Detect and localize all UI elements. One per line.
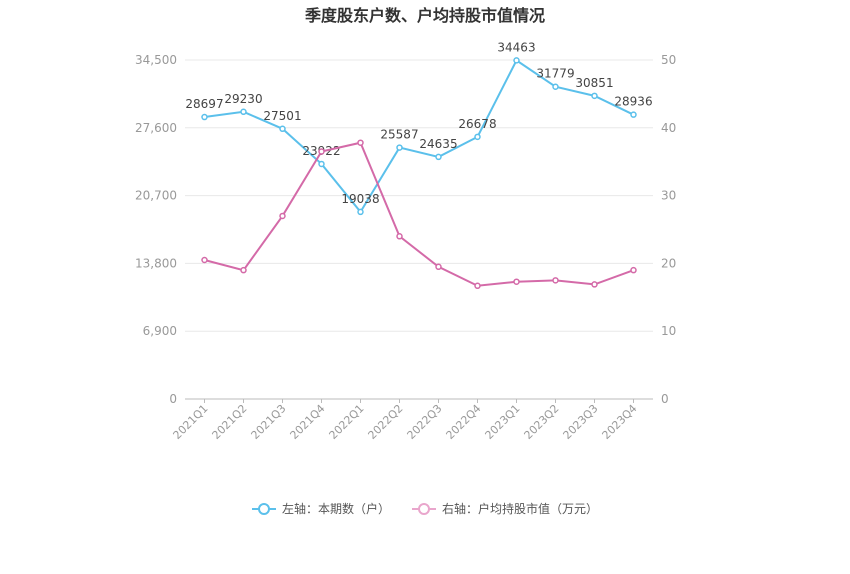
x-axis-tick-label: 2023Q2 xyxy=(522,402,562,442)
x-axis-tick-label: 2023Q4 xyxy=(600,402,640,442)
right-axis-tick-label: 20 xyxy=(661,256,676,270)
x-axis-tick-label: 2021Q4 xyxy=(288,402,328,442)
series-1-point xyxy=(591,281,598,288)
legend-line-icon xyxy=(251,502,276,515)
x-axis-tick-label: 2022Q4 xyxy=(444,402,484,442)
left-axis-tick-label: 34,500 xyxy=(135,53,177,67)
x-axis-tick-label: 2021Q2 xyxy=(210,402,250,442)
series-0-point xyxy=(474,133,481,141)
series-line-0 xyxy=(204,58,634,214)
left-axis-tick-label: 27,600 xyxy=(135,121,177,135)
right-axis-tick-label: 40 xyxy=(661,121,676,135)
series-0-point xyxy=(240,108,247,116)
left-axis-tick-label: 0 xyxy=(169,392,177,406)
series-0-data-label: 27501 xyxy=(263,109,301,123)
series-0-data-label: 25587 xyxy=(380,128,418,142)
x-axis-tick-label: 2023Q3 xyxy=(561,402,601,442)
legend-line-icon xyxy=(412,502,436,515)
series-0-point xyxy=(513,57,520,64)
x-axis-tick-label: 2022Q3 xyxy=(405,402,445,442)
series-0-data-label: 29230 xyxy=(224,92,262,106)
series-1-point xyxy=(435,263,442,271)
x-axis-tick-label: 2021Q3 xyxy=(249,402,289,442)
right-axis-tick-label: 50 xyxy=(661,53,676,67)
legend: 左轴：本期数（户） 右轴：户均持股市值（万元） xyxy=(0,500,850,517)
series-1-point xyxy=(279,212,286,220)
series-0-point xyxy=(552,83,559,90)
right-axis-tick-label: 10 xyxy=(661,324,676,338)
left-axis-tick-label: 20,700 xyxy=(135,189,177,203)
series-0-point xyxy=(318,160,325,168)
x-axis-tick-label: 2021Q1 xyxy=(171,402,211,442)
series-0-point xyxy=(396,144,403,151)
series-1-point xyxy=(630,266,637,274)
series-0-point xyxy=(201,113,208,121)
x-axis-tick-label: 2022Q2 xyxy=(366,402,406,442)
legend-marker-icon xyxy=(418,502,430,515)
left-axis-tick-label: 6,900 xyxy=(143,324,177,338)
series-1-point xyxy=(357,139,364,146)
legend-label: 左轴：本期数（户） xyxy=(281,502,390,516)
series-1-point xyxy=(240,266,247,274)
legend-item-right-series[interactable]: 右轴：户均持股市值（万元） xyxy=(412,500,598,517)
series-1-point xyxy=(396,233,403,240)
series-0-data-label: 19038 xyxy=(341,192,379,206)
series-1-point xyxy=(318,148,325,155)
series-0-point xyxy=(435,153,442,161)
series-0-data-label: 28697 xyxy=(185,97,223,111)
series-0-data-label: 34463 xyxy=(497,40,535,54)
chart-title: 季度股东户数、户均持股市值情况 xyxy=(304,6,545,25)
legend-marker-icon xyxy=(257,502,270,515)
series-1-point xyxy=(552,277,559,284)
series-line-1 xyxy=(204,141,634,287)
right-axis-tick-label: 30 xyxy=(661,189,676,203)
series-0-point xyxy=(279,125,286,133)
legend-item-left-series[interactable]: 左轴：本期数（户） xyxy=(251,500,390,517)
x-axis-tick-label: 2022Q1 xyxy=(327,402,367,442)
series-0-point xyxy=(357,208,364,216)
x-axis-tick-label: 2023Q1 xyxy=(483,402,523,442)
left-axis-tick-label: 13,800 xyxy=(135,256,177,270)
series-1-point xyxy=(474,282,481,290)
series-0-data-label: 24635 xyxy=(419,137,457,151)
series-0-point xyxy=(591,92,598,100)
series-0-data-label: 26678 xyxy=(458,117,496,131)
right-axis-tick-label: 0 xyxy=(661,392,669,406)
legend-label: 右轴：户均持股市值（万元） xyxy=(442,502,599,516)
series-0-point xyxy=(630,111,637,118)
series-0-data-label: 31779 xyxy=(536,67,574,81)
series-1-point xyxy=(201,256,208,264)
series-1-point xyxy=(513,278,520,285)
series-0-data-label: 28936 xyxy=(614,95,652,109)
series-0-data-label: 30851 xyxy=(575,76,613,90)
